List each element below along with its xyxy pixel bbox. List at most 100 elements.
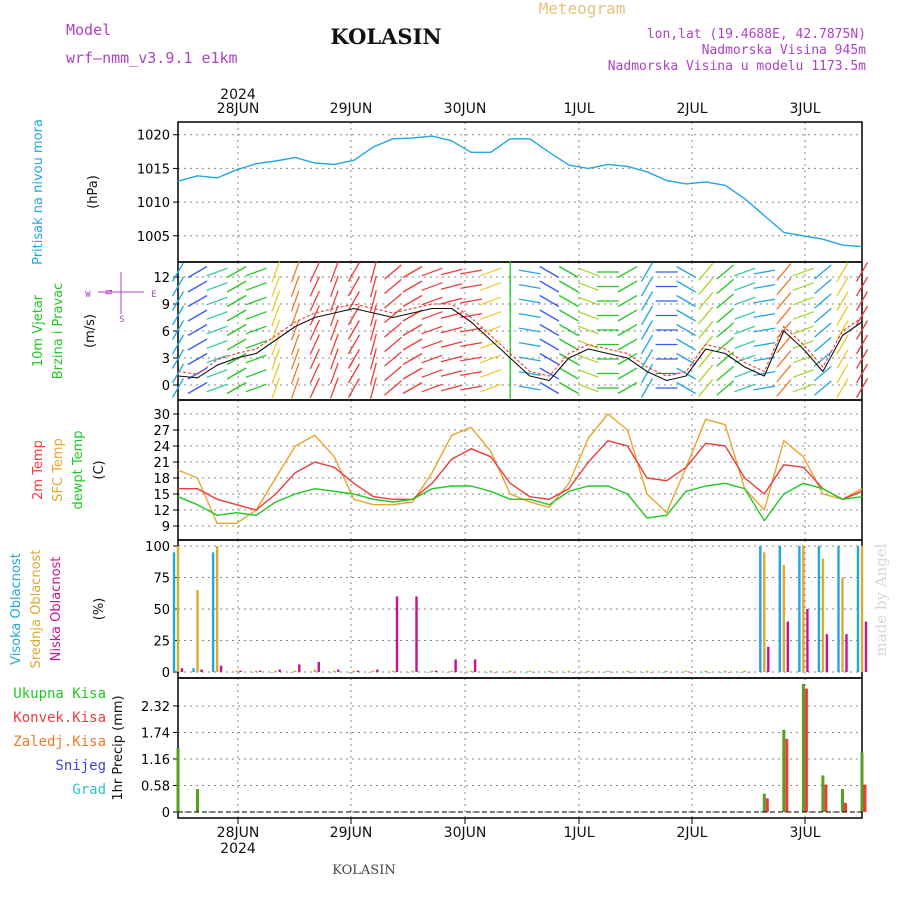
wind-arrow: [518, 385, 541, 391]
wind-arrow: [753, 298, 776, 304]
wind-arrow: [309, 290, 320, 312]
wind-arrow: [187, 309, 208, 322]
wind-arrow: [518, 283, 541, 290]
high-cloud-bar: [211, 552, 215, 672]
wind-arrow: [187, 280, 208, 293]
y-tick-label: 18: [153, 472, 170, 487]
wind-arrow: [577, 340, 599, 349]
wind-arrow: [855, 276, 869, 297]
cloud-axis-title-3: Niska Oblacnost: [49, 557, 64, 662]
wind-arrow: [539, 309, 560, 322]
wind-arrow: [716, 264, 735, 280]
low-cloud-bar: [708, 672, 711, 673]
cloud-axis-title-1: Visoka Oblacnost: [9, 553, 24, 665]
wind-arrow: [776, 277, 792, 296]
wind-arrow: [347, 378, 360, 398]
wind-arrow: [539, 294, 560, 308]
mid-cloud-bar: [411, 670, 414, 672]
wind-arrow: [369, 319, 377, 341]
wind-arrow: [577, 325, 599, 335]
wind-arrow: [226, 381, 247, 395]
wind-arrow: [369, 348, 377, 370]
wind-arrow: [402, 265, 423, 279]
high-cloud-bar: [837, 546, 840, 672]
y-tick-label: 12: [153, 504, 170, 519]
y-tick-label: 1020: [137, 129, 170, 144]
total-precip-bar: [841, 789, 844, 812]
wind-arrow: [518, 341, 541, 348]
wind-arrow: [776, 335, 792, 354]
low-cloud-bar: [806, 609, 809, 672]
mid-cloud-bar: [509, 670, 512, 672]
wind-arrow: [421, 311, 443, 320]
wind-arrow: [206, 383, 228, 393]
model-elevation-text: Nadmorska Visina u modelu 1173.5m: [608, 59, 866, 74]
mid-cloud-bar: [724, 670, 727, 672]
wind-arrow: [290, 275, 300, 298]
wind-arrow: [558, 294, 579, 308]
wind-arrow: [836, 276, 849, 297]
wind-arrow: [206, 354, 228, 364]
wind-arrow: [480, 369, 502, 378]
wind-arrow: [698, 306, 714, 325]
wind-arrow: [776, 306, 792, 325]
total-precip-bar: [196, 789, 199, 812]
wind-arrow: [792, 325, 814, 335]
y-tick-label: 100: [145, 540, 170, 555]
wind-arrow: [480, 340, 502, 349]
wind-gust-line: [177, 303, 863, 377]
convective-precip-bar: [824, 784, 828, 812]
y-tick-label: 12: [153, 271, 170, 286]
low-cloud-bar: [415, 596, 418, 672]
mid-cloud-bar: [567, 670, 571, 672]
wind-arrow: [577, 296, 599, 306]
wind-arrow: [369, 377, 377, 399]
wind-arrow: [776, 292, 792, 310]
mid-cloud-bar: [684, 670, 688, 672]
mid-cloud-bar: [606, 670, 610, 672]
wind-arrow: [716, 336, 735, 353]
wind-arrow: [753, 327, 776, 333]
y-tick-label: 25: [153, 635, 170, 650]
wind-arrow: [698, 379, 714, 397]
pressure-line: [177, 135, 863, 248]
wind-arrow: [617, 280, 638, 293]
wind-arrow: [855, 378, 869, 398]
wind-arrow: [421, 369, 443, 378]
wind-arrow: [421, 340, 443, 349]
y-tick-label: 0: [162, 379, 170, 394]
wind-arrow: [539, 352, 560, 366]
high-cloud-bar: [251, 672, 254, 673]
high-cloud-bar: [426, 672, 430, 673]
high-cloud-bar: [505, 672, 508, 673]
wind-arrow: [518, 327, 541, 333]
wind-arrow: [855, 334, 869, 355]
wind-arrow: [716, 307, 735, 324]
y-tick-label: 9: [162, 520, 170, 535]
elevation-text: Nadmorska Visina 945m: [702, 43, 867, 58]
wind-arrow: [309, 305, 320, 326]
wind-arrow: [617, 265, 638, 279]
wind-arrow: [271, 290, 281, 312]
wind-arrow: [558, 352, 579, 366]
wind-arrow: [187, 381, 208, 395]
wind-arrow: [836, 349, 849, 369]
wind-arrow: [290, 304, 300, 327]
wind-arrow: [206, 282, 228, 291]
mid-cloud-bar: [821, 558, 825, 672]
wind-arrow: [271, 377, 281, 399]
wind-arrow: [716, 293, 735, 309]
wind-arrow: [539, 381, 560, 395]
mid-cloud-bar: [450, 670, 453, 672]
mid-cloud-bar: [528, 670, 531, 672]
wind-arrow: [369, 275, 377, 298]
mid-cloud-bar: [665, 670, 668, 672]
mid-cloud-bar: [430, 670, 434, 672]
total-precip-bar: [782, 729, 786, 812]
high-cloud-bar: [231, 672, 234, 673]
compass-east: E: [151, 290, 156, 300]
x-tick-label-top: 3JUL: [789, 101, 820, 117]
wind-arrow: [676, 338, 696, 351]
mid-cloud-bar: [294, 670, 297, 672]
precip-legend-item: Ukupna Kisa: [13, 686, 106, 702]
